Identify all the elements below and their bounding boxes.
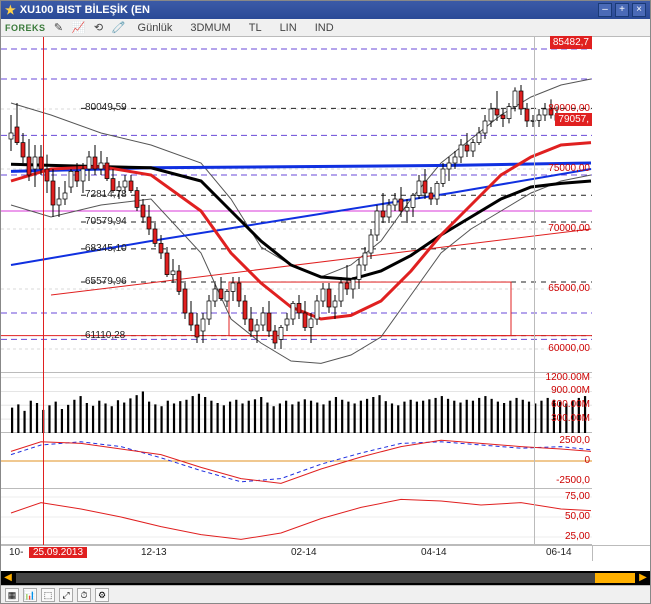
bb-icon-1[interactable]: ▦: [5, 588, 19, 602]
bottom-toolbar: ▦ 📊 ⬚ ⤢ ⏱ ⚙: [1, 585, 650, 603]
bb-icon-4[interactable]: ⤢: [59, 588, 73, 602]
crosshair-vline: [43, 37, 44, 545]
bb-icon-5[interactable]: ⏱: [77, 588, 91, 602]
title-text: XU100 BIST BİLEŞİK (EN: [20, 4, 150, 16]
indicator-button[interactable]: IND: [309, 22, 340, 34]
volume-svg: [1, 373, 592, 433]
time-axis: 10-25.09.201312-1302-1404-1406-14: [1, 545, 592, 561]
volume-yaxis: 300.00M600.00M900.00M1200.00M: [534, 373, 592, 432]
toolbar: FOREKS ✎ 📈 ⟲ 🧷 Günlük 3DMUM TL LIN IND: [1, 19, 650, 37]
scale-button[interactable]: LIN: [274, 22, 303, 34]
tool-icon-4[interactable]: 🧷: [112, 21, 126, 35]
window-controls: – + ×: [598, 3, 646, 17]
osc1-svg: [1, 433, 592, 489]
candletype-button[interactable]: 3DMUM: [184, 22, 236, 34]
oscillator1-panel[interactable]: -2500,002500,0: [1, 433, 592, 489]
chart-area: 60000,0065000,0070000,0075000,0080000,00…: [1, 37, 650, 571]
bb-icon-3[interactable]: ⬚: [41, 588, 55, 602]
star-icon: ★: [5, 3, 16, 17]
oscillator2-panel[interactable]: 25,0050,0075,00: [1, 489, 592, 545]
window-title: ★ XU100 BIST BİLEŞİK (EN: [5, 3, 150, 17]
bb-icon-2[interactable]: 📊: [23, 588, 37, 602]
price-svg: [1, 37, 592, 373]
maximize-button[interactable]: +: [615, 3, 629, 17]
scroll-thumb[interactable]: [595, 573, 635, 583]
close-button[interactable]: ×: [632, 3, 646, 17]
axis-corner: [592, 545, 650, 561]
volume-panel[interactable]: 300.00M600.00M900.00M1200.00M: [1, 373, 592, 433]
osc2-yaxis: 25,0050,0075,00: [534, 489, 592, 544]
timeframe-button[interactable]: Günlük: [132, 22, 179, 34]
price-panel[interactable]: 60000,0065000,0070000,0075000,0080000,00…: [1, 37, 592, 373]
tool-icon-1[interactable]: ✎: [52, 21, 66, 35]
osc1-yaxis: -2500,002500,0: [534, 433, 592, 488]
tool-icon-2[interactable]: 📈: [72, 21, 86, 35]
minimize-button[interactable]: –: [598, 3, 612, 17]
scroll-track[interactable]: [16, 573, 635, 583]
brand-logo: FOREKS: [5, 23, 46, 33]
currency-button[interactable]: TL: [243, 22, 268, 34]
osc2-svg: [1, 489, 592, 545]
chart-window: ★ XU100 BIST BİLEŞİK (EN – + × FOREKS ✎ …: [0, 0, 651, 604]
price-yaxis: 60000,0065000,0070000,0075000,0080000,00…: [534, 37, 592, 372]
titlebar[interactable]: ★ XU100 BIST BİLEŞİK (EN – + ×: [1, 1, 650, 19]
bb-icon-6[interactable]: ⚙: [95, 588, 109, 602]
tool-icon-3[interactable]: ⟲: [92, 21, 106, 35]
horizontal-scrollbar[interactable]: ◀ ▶: [1, 571, 650, 585]
scroll-left-button[interactable]: ◀: [1, 571, 15, 585]
scroll-right-button[interactable]: ▶: [636, 571, 650, 585]
